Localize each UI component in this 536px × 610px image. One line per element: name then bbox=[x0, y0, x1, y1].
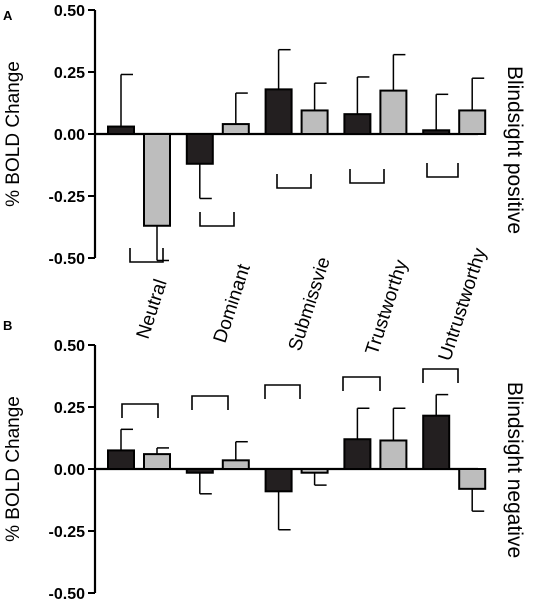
chart-panel-B: B % BOLD Change Blindsight negative 0.50 0.2… bbox=[3, 318, 526, 603]
bar bbox=[379, 439, 408, 471]
bar bbox=[221, 459, 250, 471]
x-category-label: Neutral bbox=[133, 277, 172, 342]
bar bbox=[107, 449, 135, 470]
bar bbox=[264, 468, 293, 493]
y-tick-label: 0.50 bbox=[54, 3, 85, 20]
group-bracket bbox=[121, 403, 159, 418]
bar bbox=[458, 468, 487, 490]
group-bracket bbox=[276, 174, 312, 189]
y-tick-label: 0.50 bbox=[54, 338, 85, 355]
bar bbox=[300, 468, 329, 474]
x-category-label: Trustworthy bbox=[362, 257, 413, 358]
y-tick-label: 0.00 bbox=[54, 462, 85, 479]
y-tick-label: -0.50 bbox=[49, 251, 86, 268]
panel-label: B bbox=[3, 318, 12, 333]
bar bbox=[343, 113, 372, 136]
group-bracket bbox=[264, 384, 301, 399]
bar bbox=[185, 468, 214, 474]
x-category-label: Dominant bbox=[210, 261, 255, 346]
chart-panel-A: A % BOLD Change Blindsight positive 0.50 0.2… bbox=[3, 3, 526, 268]
bar bbox=[107, 125, 135, 135]
group-bracket bbox=[342, 376, 381, 391]
group-bracket bbox=[422, 368, 459, 383]
side-label: Blindsight negative bbox=[503, 382, 526, 558]
y-axis-label: % BOLD Change bbox=[3, 61, 24, 207]
bar bbox=[264, 88, 293, 135]
bar bbox=[379, 89, 408, 135]
y-tick-label: -0.25 bbox=[49, 189, 86, 206]
x-category-label: Untrustworthy bbox=[435, 245, 491, 363]
x-category-label: Submissvie bbox=[285, 255, 335, 354]
y-tick-label: 0.25 bbox=[54, 65, 85, 82]
bar bbox=[185, 133, 214, 165]
group-bracket bbox=[191, 395, 229, 410]
bar bbox=[422, 129, 451, 135]
y-axis-label: % BOLD Change bbox=[3, 396, 24, 542]
bar bbox=[422, 414, 451, 470]
y-tick-label: -0.25 bbox=[49, 524, 86, 541]
panel-label: A bbox=[3, 8, 13, 23]
group-bracket bbox=[426, 163, 459, 178]
y-tick-label: 0.25 bbox=[54, 400, 85, 417]
y-tick-label: 0.00 bbox=[54, 127, 85, 144]
group-bracket bbox=[349, 169, 385, 184]
bar bbox=[221, 123, 250, 136]
side-label: Blindsight positive bbox=[503, 66, 526, 234]
bar bbox=[343, 438, 372, 470]
y-tick-label: -0.50 bbox=[49, 586, 86, 603]
bar bbox=[300, 109, 329, 136]
bar bbox=[143, 133, 171, 227]
group-bracket bbox=[199, 212, 235, 227]
bar bbox=[143, 453, 171, 470]
group-bracket bbox=[129, 248, 164, 263]
bar bbox=[458, 109, 487, 136]
